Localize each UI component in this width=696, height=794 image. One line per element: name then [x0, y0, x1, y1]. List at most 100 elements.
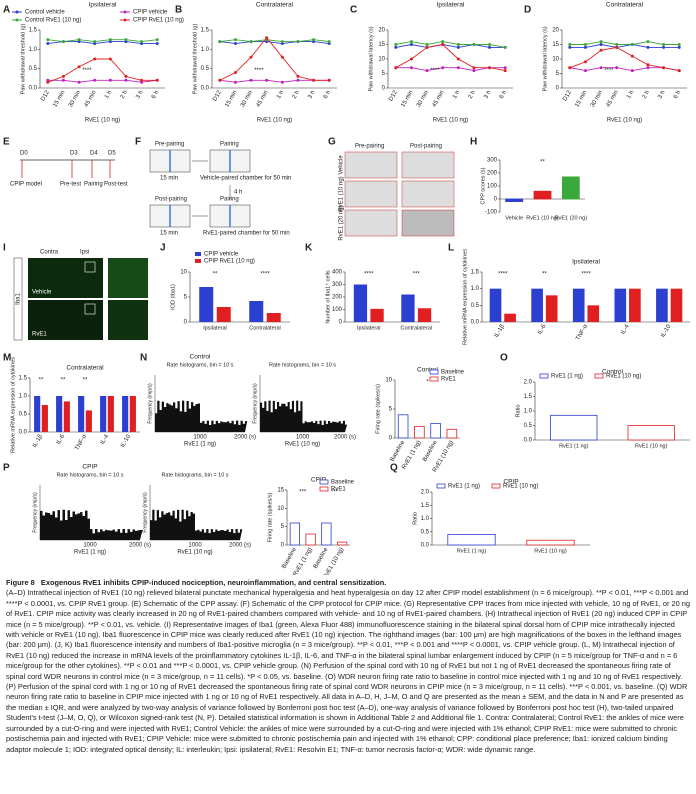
point	[456, 57, 460, 61]
bar	[199, 287, 214, 322]
series-line	[395, 41, 506, 48]
x-label: RvE1 (10 ng)	[285, 442, 320, 448]
y-tick-label: 1.5	[19, 376, 28, 382]
trace	[344, 151, 398, 179]
y-tick-label: 10	[277, 506, 284, 512]
y-label: Firing rate (spikes/s)	[267, 492, 273, 542]
point	[646, 66, 650, 70]
x-tick-label: 2000 (s)	[334, 435, 356, 441]
panel-letter: I	[3, 243, 6, 254]
point	[615, 66, 619, 70]
series-line	[395, 44, 506, 48]
x-tick-label: Baseline	[422, 439, 439, 463]
day: D3	[70, 151, 78, 157]
stain: Iba1	[16, 293, 22, 305]
annotation: *	[426, 380, 429, 386]
point	[327, 78, 331, 82]
trace	[344, 209, 398, 237]
image	[108, 258, 148, 298]
point	[472, 69, 476, 73]
series-line	[219, 37, 330, 81]
hist-title: Rate histograms, bin = 10 s	[56, 472, 123, 478]
y-tick-label: 0.5	[471, 303, 480, 309]
bar	[34, 396, 41, 432]
legend-swatch	[594, 373, 604, 379]
chart-title: Ipsilateral	[89, 2, 117, 9]
step: Pairing	[84, 182, 103, 188]
point	[503, 69, 507, 73]
point	[425, 45, 429, 49]
bar	[526, 539, 575, 546]
x-tick-label: D12	[212, 89, 223, 102]
x-tick-label: 3 h	[307, 90, 316, 100]
x-tick-label: 45 min	[84, 90, 98, 109]
x-label: RvE1 (10 ng)	[433, 118, 468, 124]
point	[249, 55, 253, 59]
bar	[336, 541, 348, 546]
y-tick-label: 15	[552, 42, 559, 48]
y-tick-label: 1.0	[524, 409, 533, 415]
point	[662, 66, 666, 70]
panel-letter: N	[140, 353, 147, 364]
point	[409, 57, 413, 61]
x-tick-label: 2 h	[120, 90, 129, 100]
bar	[78, 396, 85, 432]
point	[568, 45, 572, 49]
x-tick-label: 1 h	[104, 90, 113, 100]
bar	[397, 414, 409, 439]
point	[394, 45, 398, 49]
legend-swatch	[539, 373, 549, 379]
bar	[670, 288, 683, 322]
bar	[504, 313, 516, 322]
point	[155, 42, 159, 46]
bar	[266, 313, 281, 322]
point	[93, 57, 97, 61]
x-tick-label: TNF-α	[575, 323, 589, 341]
annotation: ***	[331, 490, 339, 496]
bar	[122, 396, 129, 432]
legend-label: RvE1	[331, 487, 346, 493]
legend-swatch	[429, 369, 439, 375]
panel-letter: B	[175, 5, 182, 16]
point	[441, 66, 445, 70]
point	[646, 40, 650, 44]
x-tick-label: 30 min	[590, 90, 604, 109]
y-tick-label: 0.0	[421, 543, 430, 549]
annotation: ****	[430, 68, 440, 74]
point	[488, 43, 492, 46]
y-label: Number of Iba1⁺ cells	[324, 270, 331, 324]
annotation: ****	[604, 68, 614, 74]
y-tick-label: 0	[184, 320, 188, 326]
group-title: CPIP	[82, 464, 97, 471]
x-label: RvE1 (1 ng)	[184, 442, 216, 448]
bar	[41, 405, 48, 432]
x-tick-label: RvE1 (1 ng)	[559, 443, 589, 449]
y-tick-label: 300	[487, 158, 498, 164]
point	[425, 69, 429, 73]
y-label: Paw withdrawal threshold (g)	[192, 24, 198, 95]
point	[46, 38, 50, 42]
series-line	[47, 79, 158, 83]
point	[140, 40, 144, 44]
x-tick-label: IL-6	[56, 433, 67, 446]
bar	[305, 533, 316, 546]
point	[583, 45, 587, 49]
legend-swatch	[319, 486, 329, 492]
label: 15 min	[160, 176, 178, 182]
annotation: ****	[498, 272, 508, 278]
series-line	[47, 39, 158, 43]
box	[84, 303, 96, 315]
point	[630, 43, 634, 46]
chart-title: Control	[417, 367, 439, 374]
y-tick-label: 1.5	[201, 28, 210, 34]
x-tick-label: Contralateral	[249, 325, 281, 331]
point	[93, 78, 97, 82]
caption-title: Exogenous RvE1 inhibits CPIP-induced noc…	[40, 578, 387, 587]
x-tick-label: 2 h	[292, 90, 301, 100]
series-line	[47, 58, 158, 83]
point	[394, 43, 398, 46]
point	[599, 66, 603, 70]
annotation: **	[39, 378, 44, 384]
y-tick-label: 100	[487, 184, 498, 190]
histogram-trace	[150, 509, 243, 540]
